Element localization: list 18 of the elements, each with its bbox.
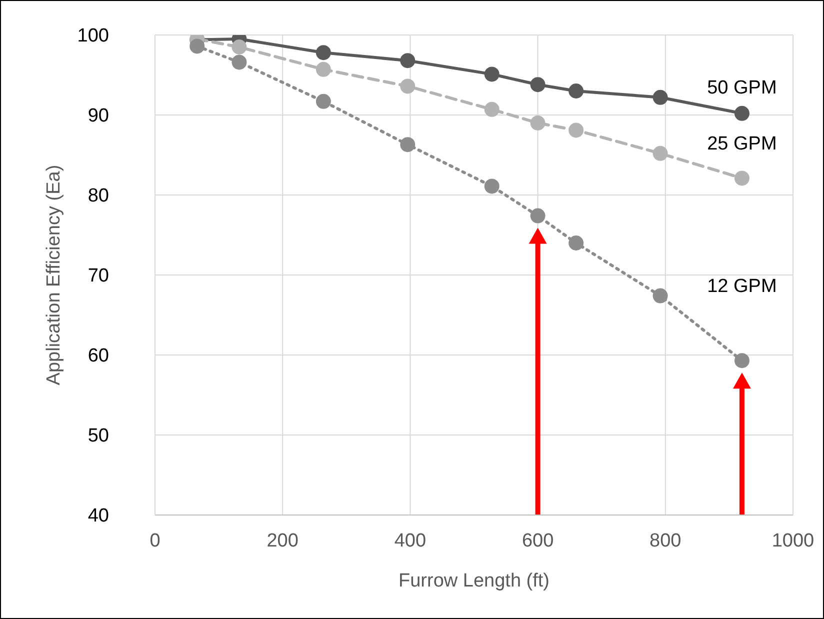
y-tick-label: 90 <box>88 106 109 127</box>
y-tick-label: 60 <box>88 346 109 367</box>
y-axis-title: Application Efficiency (Ea) <box>44 164 65 386</box>
series-label: 25 GPM <box>707 133 777 154</box>
x-tick-label: 800 <box>650 530 682 552</box>
y-tick-label: 40 <box>88 506 109 527</box>
x-tick-label: 600 <box>522 530 554 552</box>
series-label: 12 GPM <box>707 276 777 297</box>
y-tick-label: 70 <box>88 266 109 287</box>
x-tick-label: 200 <box>266 530 298 552</box>
x-tick-label: 1000 <box>772 530 814 552</box>
y-tick-label: 50 <box>88 426 109 447</box>
series-label: 50 GPM <box>707 77 777 98</box>
x-axis-title: Furrow Length (ft) <box>398 570 550 592</box>
x-tick-label: 0 <box>150 530 160 552</box>
x-tick-label: 400 <box>394 530 426 552</box>
y-tick-label: 80 <box>88 186 109 207</box>
y-tick-label: 100 <box>77 26 109 47</box>
